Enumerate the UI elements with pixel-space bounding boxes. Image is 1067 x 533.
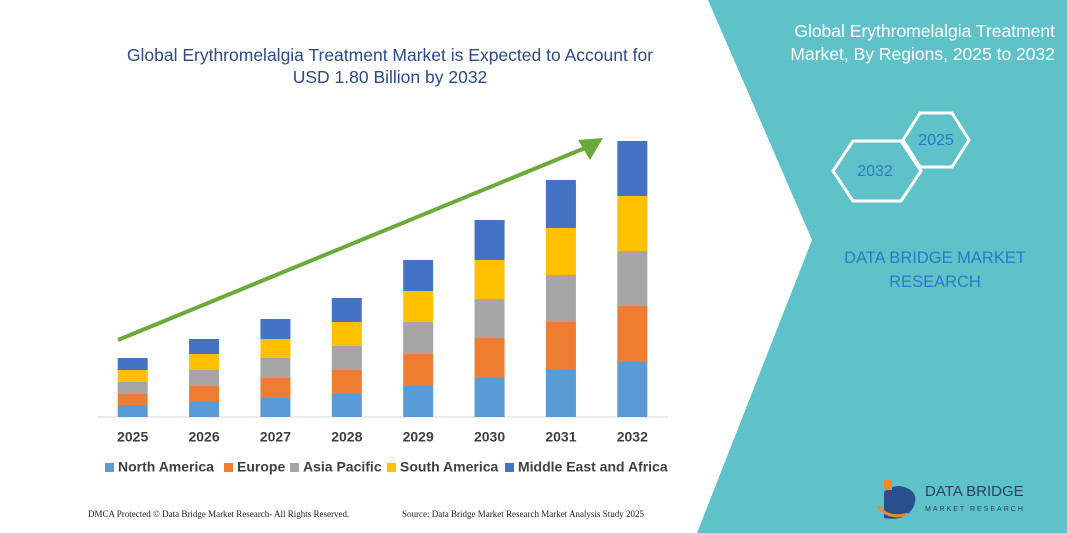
bar-segment [260,398,291,417]
side-panel-bg [697,0,1067,533]
bar-segment [189,370,220,386]
bar-segment [117,394,148,405]
bar-segment [260,378,291,398]
bar-segment [117,358,148,370]
bar-segment [617,141,648,196]
bar-segment [545,370,576,417]
bar-segment [545,322,576,370]
hexagon-label: 2025 [918,132,954,149]
bar-segment [474,260,505,299]
x-tick-label: 2032 [617,429,648,445]
x-tick-label: 2029 [403,429,434,445]
legend-swatch [105,463,114,472]
bar-segment [474,338,505,378]
x-tick-label: 2028 [331,429,362,445]
hexagons [831,111,971,203]
legend-label: Europe [237,459,285,475]
bar-segment [331,370,362,394]
bar-segment [189,354,220,370]
bar-segment [617,251,648,306]
footer-right: Source: Data Bridge Market Research Mark… [402,509,644,519]
legend-swatch [387,463,396,472]
bar-segment [474,378,505,417]
legend-label: South America [400,459,498,475]
legend-label: North America [118,459,214,475]
bar-segment [331,394,362,417]
legend-swatch [290,463,299,472]
logo-tagline: MARKET RESEARCH [925,506,1025,513]
bar-segment [545,228,576,275]
bar-segment [331,298,362,322]
trend-arrow-head [578,138,603,160]
bar-segment [189,386,220,402]
bar-segment [260,339,291,358]
bar-segment [403,260,434,291]
bar-segment [617,196,648,251]
chart-title: Global Erythromelalgia Treatment Market … [126,45,654,87]
logo-icon [876,480,916,519]
logo-name: DATA BRIDGE [925,483,1024,500]
bar-segment [117,405,148,417]
bar-segment [617,362,648,417]
footer-left: DMCA Protected © Data Bridge Market Rese… [88,509,350,519]
bar-segment [617,306,648,362]
hexagon-label: 2032 [857,163,893,180]
x-tick-label: 2031 [545,429,576,445]
x-tick-label: 2027 [260,429,291,445]
bar-segment [189,339,220,354]
bar-segment [474,220,505,260]
legend-swatch [224,463,233,472]
brand-text: DATA BRIDGE MARKET RESEARCH [844,249,1026,291]
legend-label: Asia Pacific [303,459,382,475]
bar-segment [117,382,148,394]
bar-segment [403,354,434,386]
legend-swatch [505,463,514,472]
bar-segment [260,319,291,339]
x-tick-label: 2030 [474,429,505,445]
trend-arrow [117,146,586,342]
bar-segment [403,322,434,354]
bar-segment [545,180,576,228]
legend-label: Middle East and Africa [518,459,668,475]
bar-segment [331,322,362,346]
x-tick-label: 2025 [117,429,148,445]
bar-segment [474,299,505,338]
bar-segment [331,346,362,370]
bar-segment [117,370,148,382]
side-title: Global Erythromelalgia Treatment Market,… [790,21,1055,64]
bar-segment [403,291,434,322]
x-tick-label: 2026 [188,429,219,445]
bar-segment [403,386,434,417]
bar-segment [260,358,291,378]
bar-segment [545,275,576,322]
bar-segment [189,402,220,417]
